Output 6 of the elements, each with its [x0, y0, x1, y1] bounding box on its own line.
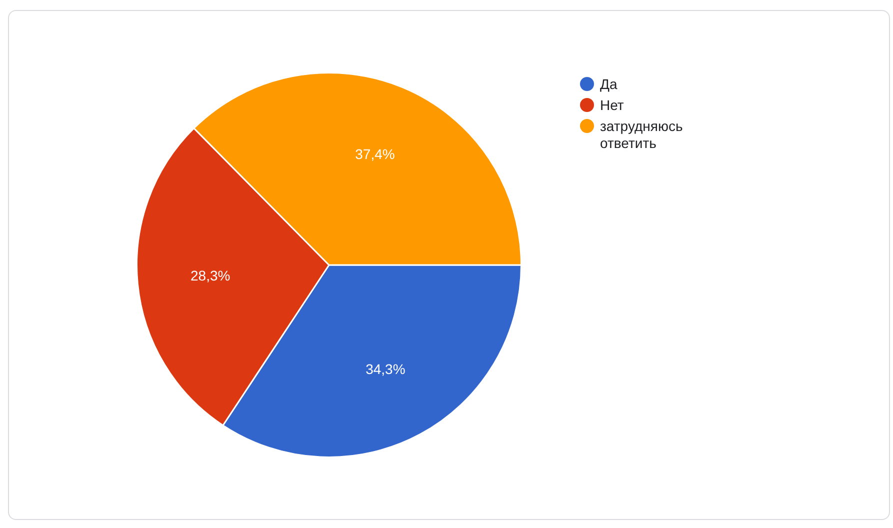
data-label: 28,3% [190, 267, 230, 284]
data-label: 34,3% [366, 360, 406, 377]
legend-label: Да [600, 76, 618, 93]
legend-label: затрудняюсь ответить [600, 118, 684, 152]
data-label: 37,4% [355, 146, 395, 162]
legend-label: Нет [600, 97, 624, 114]
